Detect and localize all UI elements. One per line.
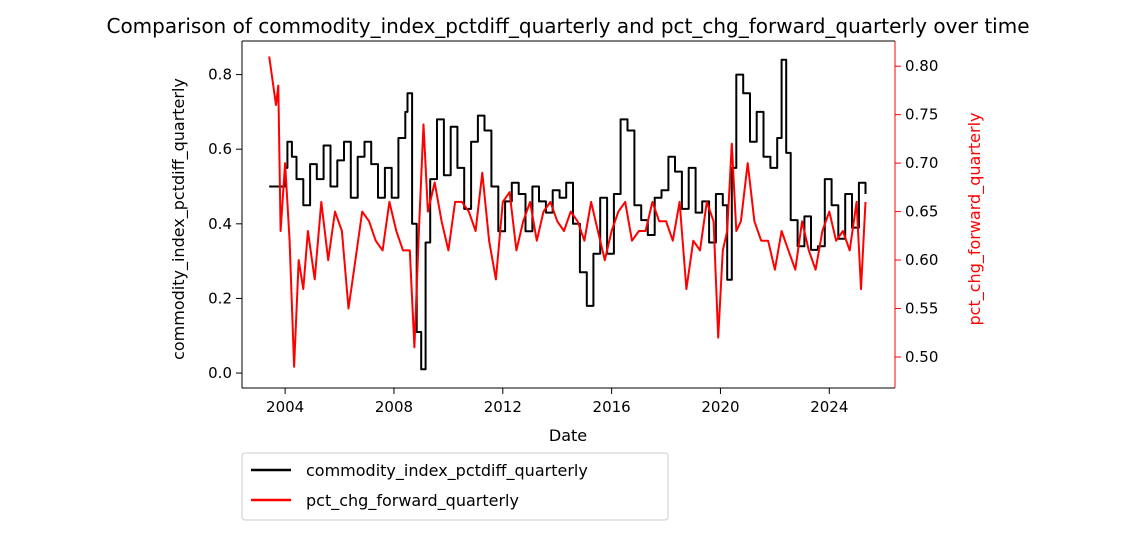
y-tick-label-right: 0.80 <box>905 57 938 75</box>
legend-label-commodity: commodity_index_pctdiff_quarterly <box>306 461 588 481</box>
y-tick-label-right: 0.55 <box>905 300 938 318</box>
series-line-pct_chg_forward_quarterly <box>268 56 867 368</box>
series-line-commodity_index_pctdiff_quarterly <box>269 58 867 371</box>
y-tick-label-right: 0.70 <box>905 154 938 172</box>
axes-layer: 2004 2008 2012 2016 2020 20240.00.20.40.60.80… <box>208 40 938 416</box>
y-tick-label-right: 0.75 <box>905 106 938 124</box>
y-tick-label-left: 0.6 <box>208 140 232 158</box>
y-tick-label-left: 0.2 <box>208 289 232 307</box>
y-tick-label-left: 0.8 <box>208 66 232 84</box>
legend: commodity_index_pctdiff_quarterly pct_ch… <box>241 452 669 521</box>
x-tick-label: 2004 <box>266 398 304 416</box>
x-tick-label: 2024 <box>810 398 848 416</box>
chart-title: Comparison of commodity_index_pctdiff_qu… <box>106 14 1029 38</box>
y-tick-label-left: 0.0 <box>208 364 232 382</box>
x-tick-label: 2016 <box>593 398 631 416</box>
x-tick-label: 2020 <box>701 398 739 416</box>
series-layer <box>268 56 867 371</box>
y-tick-label-right: 0.60 <box>905 251 938 269</box>
y-tick-label-right: 0.65 <box>905 203 938 221</box>
legend-label-forward: pct_chg_forward_quarterly <box>306 491 519 511</box>
x-tick-label: 2012 <box>484 398 522 416</box>
x-tick-label: 2008 <box>375 398 413 416</box>
y-tick-label-left: 0.4 <box>208 215 232 233</box>
y-axis-label-right: pct_chg_forward_quarterly <box>965 113 985 326</box>
x-axis-label: Date <box>549 426 587 445</box>
y-tick-label-right: 0.50 <box>905 348 938 366</box>
y-axis-label-left: commodity_index_pctdiff_quarterly <box>169 78 189 360</box>
legend-frame <box>241 452 669 521</box>
